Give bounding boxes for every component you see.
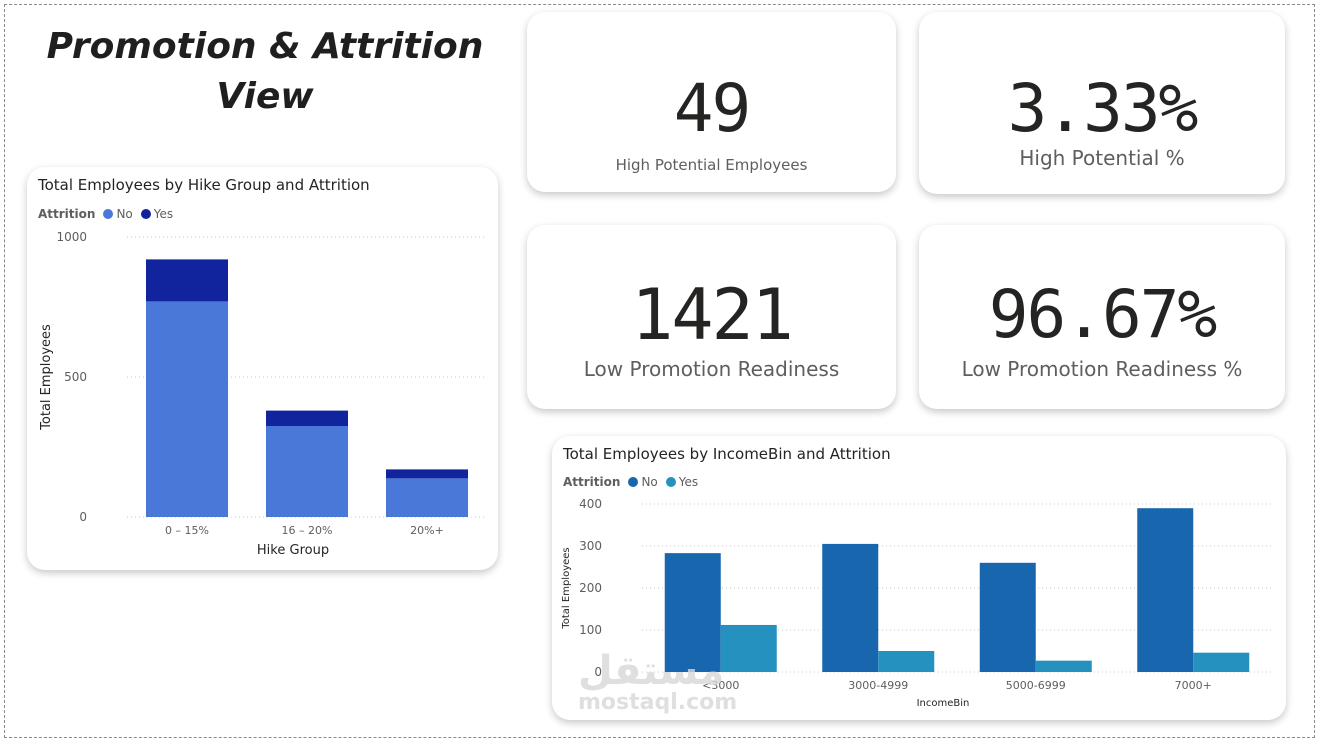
kpi-value: 3.33% bbox=[1007, 70, 1199, 147]
bar-yes bbox=[1193, 652, 1250, 672]
kpi-card-low-promotion-readiness-percent[interactable]: 96.67% Low Promotion Readiness % bbox=[919, 225, 1285, 409]
x-axis-title: IncomeBin bbox=[917, 698, 970, 709]
bar-yes bbox=[1035, 660, 1092, 672]
chart-title: Total Employees by IncomeBin and Attriti… bbox=[563, 445, 891, 463]
kpi-label: Low Promotion Readiness bbox=[583, 357, 840, 381]
bar-no bbox=[146, 301, 228, 517]
legend-item-yes[interactable]: Yes bbox=[140, 207, 174, 221]
legend-marker-no bbox=[628, 477, 639, 487]
hike-group-bar-chart: 0 500 1000 0 – 15% 16 – 20% 20%+ Hike Group Tot… bbox=[39, 230, 487, 558]
legend-label-no: No bbox=[116, 207, 133, 221]
x-tick-label: 5000-6999 bbox=[1006, 679, 1066, 692]
bar-yes bbox=[386, 469, 468, 479]
chart-title: Total Employees by Hike Group and Attrit… bbox=[38, 176, 370, 194]
income-bin-bar-chart: 0 100 200 300 400 <3000 3000-4999 5000-6999 7000… bbox=[561, 497, 1272, 709]
bar-yes bbox=[878, 651, 935, 672]
legend-item-yes[interactable]: Yes bbox=[665, 475, 699, 489]
x-tick-label: 16 – 20% bbox=[282, 524, 333, 537]
legend-marker-yes bbox=[140, 209, 151, 219]
kpi-card-low-promotion-readiness[interactable]: 1421 Low Promotion Readiness bbox=[527, 225, 896, 409]
y-axis-title: Total Employees bbox=[561, 547, 572, 629]
legend-label-no: No bbox=[641, 475, 658, 489]
chart-legend: Attrition No Yes bbox=[563, 475, 702, 489]
bar-yes bbox=[266, 410, 348, 426]
legend-title: Attrition bbox=[38, 207, 96, 221]
bar-no bbox=[1137, 508, 1194, 672]
bar-no bbox=[979, 562, 1036, 672]
legend-label-yes: Yes bbox=[678, 475, 699, 489]
legend-item-no[interactable]: No bbox=[103, 207, 133, 221]
y-tick-label: 100 bbox=[579, 623, 602, 637]
y-tick-label: 0 bbox=[79, 510, 87, 524]
legend-marker-no bbox=[103, 209, 114, 219]
report-canvas bbox=[4, 4, 1315, 738]
legend-item-no[interactable]: No bbox=[628, 475, 658, 489]
x-tick-label: 3000-4999 bbox=[848, 679, 908, 692]
x-tick-label: 0 – 15% bbox=[165, 524, 209, 537]
y-tick-label: 400 bbox=[579, 497, 602, 511]
bar-no bbox=[664, 553, 721, 672]
x-tick-label: 7000+ bbox=[1175, 679, 1212, 692]
y-tick-label: 0 bbox=[594, 665, 602, 679]
kpi-label: High Potential % bbox=[1019, 146, 1185, 170]
bar-yes bbox=[720, 624, 777, 672]
x-tick-label: <3000 bbox=[702, 679, 739, 692]
x-axis-title: Hike Group bbox=[257, 543, 329, 558]
kpi-value: 49 bbox=[673, 70, 751, 147]
y-tick-label: 300 bbox=[579, 539, 602, 553]
bar-no bbox=[266, 426, 348, 517]
kpi-value: 1421 bbox=[631, 274, 794, 356]
chart-legend: Attrition No Yes bbox=[38, 207, 177, 221]
income-bin-chart-card[interactable]: Total Employees by IncomeBin and Attriti… bbox=[552, 436, 1286, 720]
bar-no bbox=[822, 543, 879, 672]
hike-group-chart-card[interactable]: Total Employees by Hike Group and Attrit… bbox=[27, 167, 498, 570]
kpi-value: 96.67% bbox=[988, 276, 1217, 353]
page-title-line-2: View bbox=[216, 76, 314, 117]
y-axis-title: Total Employees bbox=[39, 324, 54, 431]
y-tick-label: 500 bbox=[64, 370, 87, 384]
y-tick-label: 200 bbox=[579, 581, 602, 595]
bar-no bbox=[386, 478, 468, 517]
kpi-card-high-potential-percent[interactable]: 3.33% High Potential % bbox=[919, 12, 1285, 194]
kpi-card-high-potential-employees[interactable]: 49 High Potential Employees bbox=[527, 12, 896, 192]
legend-marker-yes bbox=[665, 477, 676, 487]
legend-title: Attrition bbox=[563, 475, 621, 489]
page-title: Promotion & Attrition View bbox=[40, 22, 490, 122]
bar-yes bbox=[146, 259, 228, 302]
page-title-line-1: Promotion & Attrition bbox=[46, 26, 484, 67]
legend-label-yes: Yes bbox=[153, 207, 174, 221]
y-tick-label: 1000 bbox=[56, 230, 87, 244]
kpi-label: Low Promotion Readiness % bbox=[961, 357, 1243, 381]
kpi-label: High Potential Employees bbox=[615, 156, 808, 174]
x-tick-label: 20%+ bbox=[410, 524, 444, 537]
